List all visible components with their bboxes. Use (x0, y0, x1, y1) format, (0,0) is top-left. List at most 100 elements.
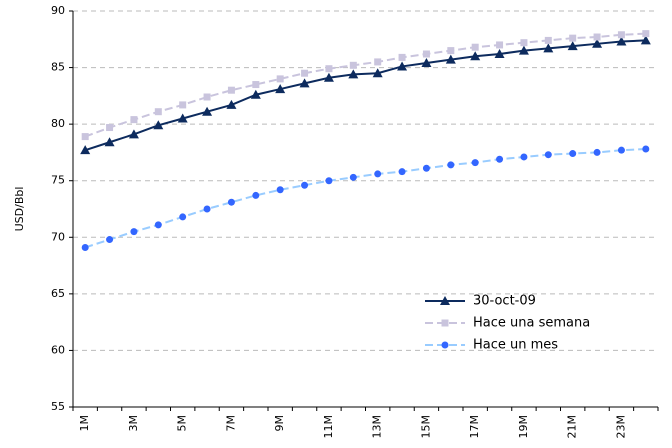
legend-marker (441, 341, 449, 349)
data-point (543, 43, 554, 53)
x-tick-label: 7M (224, 415, 237, 432)
data-point (153, 120, 164, 130)
data-point (252, 81, 260, 89)
data-point (128, 129, 139, 139)
data-point (348, 69, 359, 79)
data-point (422, 164, 430, 172)
data-point (447, 47, 455, 55)
data-point (275, 84, 286, 94)
data-point (374, 58, 382, 66)
data-point (227, 198, 235, 206)
data-point (106, 124, 114, 132)
data-point (447, 161, 455, 169)
data-point (617, 146, 625, 154)
data-point (422, 50, 430, 58)
data-point (642, 145, 650, 153)
data-point (130, 228, 138, 236)
y-axis-label: USD/Bbl (13, 187, 26, 232)
x-tick-label: 13M (371, 415, 384, 439)
series-line (84, 148, 646, 249)
y-tick-label: 55 (51, 400, 65, 413)
data-point (470, 51, 481, 61)
data-point (226, 99, 237, 109)
data-point (203, 205, 211, 213)
data-point (203, 93, 211, 101)
data-point (520, 39, 528, 47)
data-point (323, 72, 334, 82)
data-point (299, 78, 310, 88)
data-point (496, 41, 504, 49)
data-point (104, 137, 115, 147)
y-tick-label: 80 (51, 117, 65, 130)
legend-label: 30-oct-09 (473, 294, 536, 309)
data-point (301, 69, 309, 77)
data-point (349, 61, 357, 69)
y-tick-label: 60 (51, 343, 65, 356)
legend-label: Hace un mes (473, 338, 558, 353)
data-point (106, 236, 114, 244)
data-point (374, 170, 382, 178)
data-point (177, 113, 188, 123)
data-point (397, 61, 408, 71)
x-tick-label: 15M (419, 415, 432, 439)
data-point (592, 38, 603, 48)
data-point (520, 153, 528, 161)
legend-marker (441, 319, 449, 327)
x-tick-label: 5M (176, 415, 189, 432)
data-point (252, 191, 260, 199)
data-point (567, 41, 578, 51)
data-point (202, 106, 213, 116)
x-tick-label: 23M (614, 415, 627, 439)
x-tick-label: 9M (273, 415, 286, 432)
data-point (544, 151, 552, 159)
data-point (616, 36, 627, 46)
x-tick-label: 11M (322, 415, 335, 439)
x-tick-label: 17M (468, 415, 481, 439)
y-tick-label: 90 (51, 4, 65, 17)
data-point (179, 101, 187, 109)
data-point (445, 54, 456, 64)
data-point (80, 145, 91, 155)
data-point (593, 33, 601, 41)
data-point (250, 89, 261, 99)
data-point (81, 243, 89, 251)
data-point (276, 75, 284, 83)
legend-label: Hace una semana (473, 316, 590, 331)
y-tick-label: 70 (51, 230, 65, 243)
data-point (398, 53, 406, 61)
data-point (130, 116, 138, 124)
series-line (84, 32, 646, 138)
data-point (349, 173, 357, 181)
data-point (301, 181, 309, 189)
data-point (154, 108, 162, 116)
data-point (642, 30, 650, 38)
data-point (325, 65, 333, 73)
x-tick-label: 1M (78, 415, 91, 432)
y-tick-label: 75 (51, 174, 65, 187)
data-point (372, 68, 383, 78)
data-point (154, 221, 162, 229)
y-tick-label: 65 (51, 287, 65, 300)
data-point (179, 213, 187, 221)
data-point (496, 155, 504, 163)
data-point (569, 150, 577, 158)
data-point (569, 34, 577, 42)
data-point (518, 45, 529, 55)
x-tick-label: 19M (517, 415, 530, 439)
data-point (471, 159, 479, 167)
data-point (325, 177, 333, 185)
x-tick-label: 3M (127, 415, 140, 432)
legend-marker (440, 296, 450, 305)
data-point (471, 43, 479, 51)
data-point (593, 148, 601, 156)
data-point (398, 168, 406, 176)
data-point (494, 48, 505, 58)
data-point (617, 31, 625, 39)
data-point (81, 133, 89, 141)
data-point (421, 58, 432, 68)
data-point (227, 86, 235, 94)
x-tick-label: 21M (566, 415, 579, 439)
data-point (276, 186, 284, 194)
series-line (84, 39, 646, 152)
